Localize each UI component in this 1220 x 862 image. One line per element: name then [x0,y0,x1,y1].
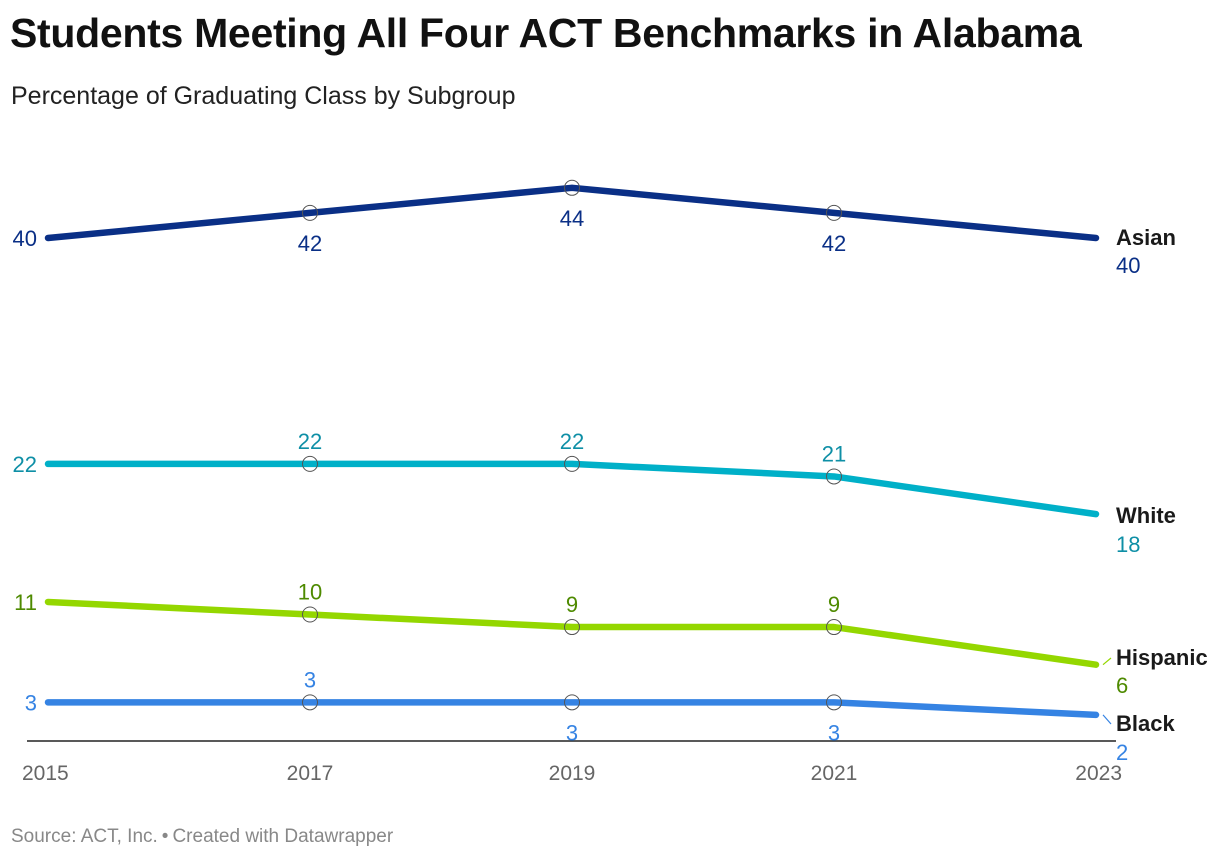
source-separator: • [161,826,169,847]
end-value-label-hispanic: 6 [1116,673,1128,698]
data-label-hispanic: 9 [566,592,578,617]
data-label-white: 22 [13,452,37,477]
series-name-label-white: White [1116,503,1176,528]
data-label-asian: 40 [13,226,37,251]
data-point-marker-asian [302,204,318,221]
x-tick-label: 2015 [22,762,69,785]
data-label-black: 3 [828,720,840,745]
data-point-marker-white [564,455,580,472]
data-point-marker-hispanic [302,606,318,623]
end-value-label-white: 18 [1116,532,1140,557]
data-label-black: 3 [25,690,37,715]
data-point-marker-black [826,694,842,711]
data-point-marker-hispanic [826,619,842,636]
series-name-label-asian: Asian [1116,225,1176,250]
data-point-marker-black [564,694,580,711]
data-point-marker-asian [826,204,842,221]
chart-subtitle: Percentage of Graduating Class by Subgro… [11,82,516,110]
x-tick-label: 2019 [549,762,596,785]
data-label-white: 21 [822,441,846,466]
end-value-label-black: 2 [1116,740,1128,765]
data-point-marker-white [302,455,318,472]
data-label-white: 22 [560,429,584,454]
data-label-hispanic: 10 [298,580,322,605]
series-name-label-black: Black [1116,711,1175,736]
data-label-asian: 44 [560,206,584,231]
x-tick-label: 2017 [287,762,334,785]
chart-title: Students Meeting All Four ACT Benchmarks… [10,10,1082,56]
credit-text: Created with Datawrapper [172,826,394,847]
end-value-label-asian: 40 [1116,253,1140,278]
data-point-marker-black [302,694,318,711]
data-label-white: 22 [298,429,322,454]
series-line-white [44,460,1100,518]
series-line-asian [44,184,1100,242]
end-label-connector-hispanic [1102,657,1112,666]
source-text: Source: ACT, Inc. [11,826,158,847]
x-tick-label: 2021 [811,762,858,785]
data-point-marker-asian [564,179,580,196]
source-note: Source: ACT, Inc. • Created with Datawrapp… [11,826,393,848]
series-line-black [44,699,1100,719]
data-point-marker-white [826,468,842,485]
data-label-hispanic: 9 [828,592,840,617]
data-point-marker-hispanic [564,619,580,636]
series-line-hispanic [44,598,1100,668]
data-label-black: 3 [566,720,578,745]
data-label-hispanic: 11 [14,590,37,615]
data-label-black: 3 [304,667,316,692]
data-label-asian: 42 [822,231,846,256]
data-label-asian: 42 [298,231,322,256]
series-name-label-hispanic: Hispanic [1116,645,1208,670]
x-tick-label: 2023 [1075,762,1122,785]
end-label-connector-black [1102,714,1112,725]
